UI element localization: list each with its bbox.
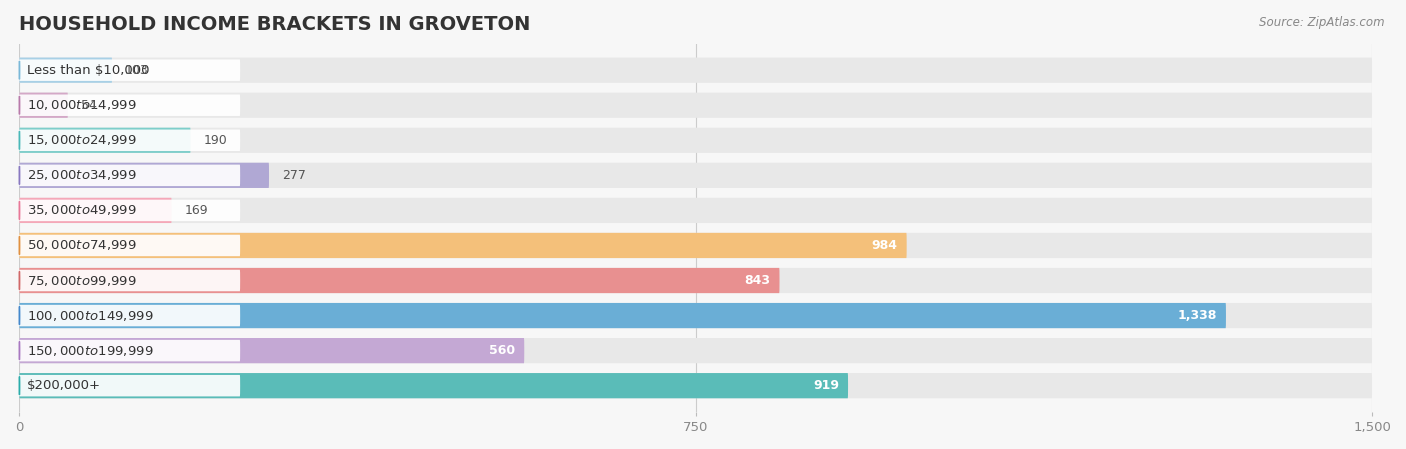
Text: HOUSEHOLD INCOME BRACKETS IN GROVETON: HOUSEHOLD INCOME BRACKETS IN GROVETON <box>20 15 530 34</box>
Text: $50,000 to $74,999: $50,000 to $74,999 <box>27 238 136 252</box>
FancyBboxPatch shape <box>20 233 907 258</box>
Text: Source: ZipAtlas.com: Source: ZipAtlas.com <box>1260 16 1385 29</box>
FancyBboxPatch shape <box>20 303 1372 328</box>
FancyBboxPatch shape <box>20 270 240 291</box>
FancyBboxPatch shape <box>20 303 1226 328</box>
FancyBboxPatch shape <box>20 305 240 326</box>
FancyBboxPatch shape <box>20 233 1372 258</box>
FancyBboxPatch shape <box>20 373 1372 398</box>
Text: 277: 277 <box>281 169 305 182</box>
FancyBboxPatch shape <box>20 130 240 151</box>
FancyBboxPatch shape <box>20 57 112 83</box>
FancyBboxPatch shape <box>20 128 191 153</box>
FancyBboxPatch shape <box>20 128 1372 153</box>
Text: 169: 169 <box>184 204 208 217</box>
Text: $200,000+: $200,000+ <box>27 379 101 392</box>
FancyBboxPatch shape <box>20 163 269 188</box>
Text: $35,000 to $49,999: $35,000 to $49,999 <box>27 203 136 217</box>
FancyBboxPatch shape <box>20 338 1372 363</box>
FancyBboxPatch shape <box>20 92 67 118</box>
FancyBboxPatch shape <box>20 235 240 256</box>
FancyBboxPatch shape <box>20 94 240 116</box>
Text: 1,338: 1,338 <box>1178 309 1218 322</box>
FancyBboxPatch shape <box>20 340 240 361</box>
Text: 984: 984 <box>872 239 897 252</box>
Text: 103: 103 <box>125 64 149 77</box>
FancyBboxPatch shape <box>20 57 1372 83</box>
FancyBboxPatch shape <box>20 200 240 221</box>
FancyBboxPatch shape <box>20 375 240 396</box>
FancyBboxPatch shape <box>20 268 1372 293</box>
FancyBboxPatch shape <box>20 373 848 398</box>
Text: $10,000 to $14,999: $10,000 to $14,999 <box>27 98 136 112</box>
Text: 560: 560 <box>489 344 515 357</box>
FancyBboxPatch shape <box>20 92 1372 118</box>
Text: $15,000 to $24,999: $15,000 to $24,999 <box>27 133 136 147</box>
Text: $150,000 to $199,999: $150,000 to $199,999 <box>27 343 153 357</box>
Text: $100,000 to $149,999: $100,000 to $149,999 <box>27 308 153 322</box>
FancyBboxPatch shape <box>20 198 1372 223</box>
Text: Less than $10,000: Less than $10,000 <box>27 64 149 77</box>
FancyBboxPatch shape <box>20 338 524 363</box>
FancyBboxPatch shape <box>20 165 240 186</box>
Text: 54: 54 <box>80 99 97 112</box>
FancyBboxPatch shape <box>20 268 779 293</box>
Text: $75,000 to $99,999: $75,000 to $99,999 <box>27 273 136 287</box>
Text: $25,000 to $34,999: $25,000 to $34,999 <box>27 168 136 182</box>
Text: 190: 190 <box>204 134 226 147</box>
FancyBboxPatch shape <box>20 198 172 223</box>
FancyBboxPatch shape <box>20 163 1372 188</box>
Text: 919: 919 <box>813 379 839 392</box>
Text: 843: 843 <box>745 274 770 287</box>
FancyBboxPatch shape <box>20 59 240 81</box>
